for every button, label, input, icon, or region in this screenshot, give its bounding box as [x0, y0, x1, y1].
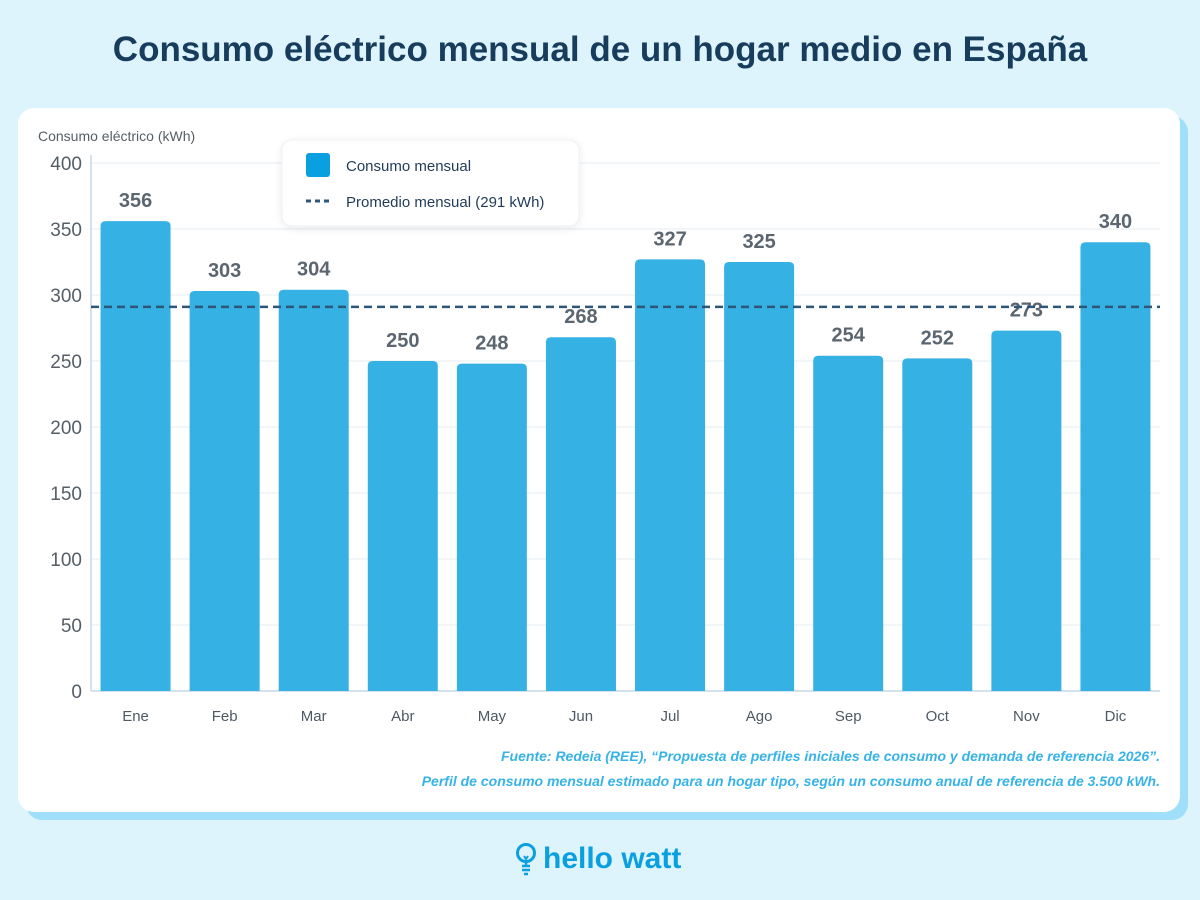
bar-value-label: 327	[653, 228, 686, 250]
bar-value-label: 248	[475, 333, 508, 355]
bar-value-label: 303	[208, 260, 241, 282]
legend-label-promedio: Promedio mensual (291 kWh)	[346, 194, 544, 211]
x-tick-label: Dic	[1105, 708, 1127, 725]
bar-dic	[1080, 242, 1151, 691]
y-tick-label: 350	[50, 220, 82, 241]
bar-value-label: 340	[1099, 211, 1132, 233]
lightbulb-icon	[516, 843, 536, 876]
bar-mar	[278, 289, 349, 691]
bar-value-label: 273	[1010, 300, 1043, 322]
bar-abr	[367, 361, 438, 691]
legend-swatch-bar	[306, 153, 330, 177]
y-tick-label: 200	[50, 418, 82, 439]
bar-ene	[100, 221, 171, 691]
source-line-2: Perfil de consumo mensual estimado para …	[421, 773, 1160, 789]
hello-watt-logo: hello watt	[515, 842, 681, 876]
y-tick-label: 250	[50, 352, 82, 373]
bar-jun	[545, 337, 616, 691]
bar-jul	[635, 259, 706, 691]
bar-value-label: 254	[832, 325, 866, 347]
source-line-1: Fuente: Redeia (REE), “Propuesta de perf…	[501, 748, 1160, 764]
x-tick-label: Jul	[660, 708, 679, 725]
y-tick-label: 50	[61, 616, 82, 637]
x-tick-label: Ago	[746, 708, 773, 725]
bar-sep	[813, 355, 884, 691]
x-tick-label: Ene	[122, 708, 149, 725]
legend-box	[281, 139, 580, 227]
x-tick-label: Mar	[301, 708, 327, 725]
x-tick-label: Abr	[391, 708, 414, 725]
bar-value-label: 325	[742, 231, 775, 253]
x-tick-label: Oct	[926, 708, 950, 725]
chart-title: Consumo eléctrico mensual de un hogar me…	[112, 30, 1088, 69]
x-tick-label: Jun	[569, 708, 593, 725]
y-axis-label: Consumo eléctrico (kWh)	[38, 128, 195, 144]
x-tick-label: Sep	[835, 708, 862, 725]
y-tick-label: 0	[71, 682, 82, 703]
logo-text: hello watt	[543, 842, 682, 875]
y-tick-label: 100	[50, 550, 82, 571]
x-tick-label: Nov	[1013, 708, 1040, 725]
y-tick-label: 150	[50, 484, 82, 505]
y-tick-label: 400	[50, 154, 82, 175]
bar-may	[456, 363, 527, 691]
bar-ago	[724, 262, 795, 691]
bar-nov	[991, 330, 1062, 691]
y-tick-label: 300	[50, 286, 82, 307]
bar-feb	[189, 291, 260, 691]
bar-value-label: 356	[119, 190, 152, 212]
x-tick-label: Feb	[212, 708, 238, 725]
x-tick-label: May	[478, 708, 507, 725]
bar-value-label: 252	[921, 327, 954, 349]
bar-value-label: 268	[564, 306, 597, 328]
bar-value-label: 250	[386, 330, 419, 352]
bar-value-label: 304	[297, 259, 331, 281]
legend-label-consumo: Consumo mensual	[346, 158, 471, 175]
bar-oct	[902, 358, 973, 691]
